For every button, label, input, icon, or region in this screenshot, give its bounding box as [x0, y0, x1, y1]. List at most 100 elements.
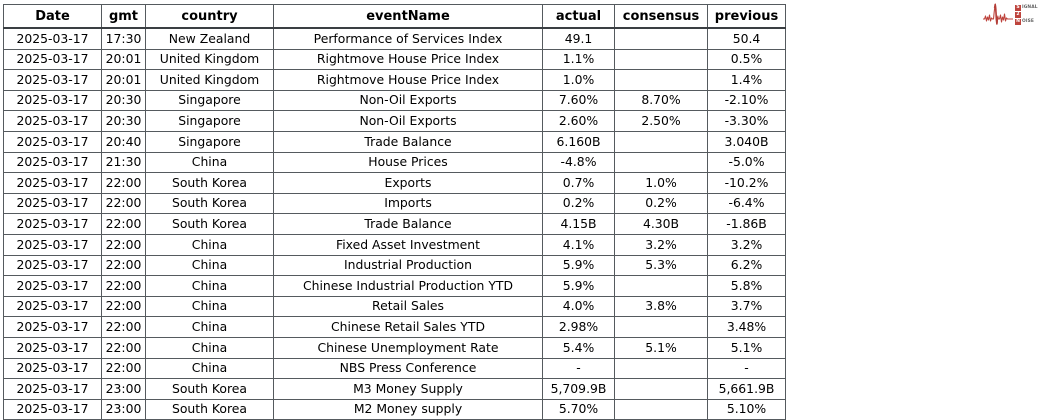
cell-previous: 3.7%: [707, 295, 786, 318]
cell-date: 2025-03-17: [3, 192, 102, 215]
cell-gmt: 22:00: [101, 172, 146, 194]
cell-consensus: [614, 398, 708, 420]
cell-previous: -1.86B: [707, 213, 786, 235]
cell-date: 2025-03-17: [3, 275, 102, 297]
cell-eventname: Trade Balance: [273, 130, 543, 153]
column-header-country: country: [145, 4, 274, 29]
cell-gmt: 20:40: [101, 130, 146, 153]
cell-actual: 5.9%: [542, 254, 615, 277]
table-row: 2025-03-17 23:00 South Korea M2 Money suppl…: [3, 398, 786, 420]
cell-consensus: 5.1%: [614, 336, 708, 359]
signal-to-noise-logo: S IGNAL 2 N OISE: [983, 2, 1038, 28]
logo-text-oise: OISE: [1022, 19, 1034, 24]
table-row: 2025-03-17 22:00 South Korea Imports 0.2% 0.2…: [3, 192, 786, 215]
cell-date: 2025-03-17: [3, 336, 102, 359]
cell-date: 2025-03-17: [3, 130, 102, 153]
cell-eventname: Fixed Asset Investment: [273, 233, 543, 256]
cell-eventname: M2 Money supply: [273, 398, 543, 420]
cell-country: China: [145, 254, 274, 277]
table-row: 2025-03-17 22:00 China Chinese Unemployment…: [3, 336, 786, 359]
cell-eventname: Performance of Services Index: [273, 27, 543, 50]
cell-previous: 6.2%: [707, 254, 786, 277]
cell-consensus: [614, 357, 708, 380]
column-header-date: Date: [3, 4, 102, 29]
cell-country: South Korea: [145, 172, 274, 194]
cell-consensus: 5.3%: [614, 254, 708, 277]
waveform-icon: [983, 3, 1013, 25]
table-header-row: Date gmt country eventName actual consen…: [3, 4, 786, 29]
cell-gmt: 17:30: [101, 27, 146, 50]
cell-eventname: Rightmove House Price Index: [273, 69, 543, 91]
cell-actual: -: [542, 357, 615, 380]
cell-country: United Kingdom: [145, 48, 274, 71]
cell-country: China: [145, 275, 274, 297]
cell-previous: 5.10%: [707, 398, 786, 420]
logo-badge-n: N: [1015, 19, 1021, 25]
economic-calendar-table-container: Date gmt country eventName actual consen…: [3, 4, 786, 420]
table-row: 2025-03-17 22:00 South Korea Exports 0.7% 1.0…: [3, 172, 786, 194]
cell-gmt: 22:00: [101, 192, 146, 215]
cell-eventname: Imports: [273, 192, 543, 215]
logo-line-signal: S IGNAL: [1015, 5, 1038, 12]
cell-country: South Korea: [145, 378, 274, 400]
cell-previous: 50.4: [707, 27, 786, 50]
table-row: 2025-03-17 22:00 China Fixed Asset Investme…: [3, 233, 786, 256]
cell-country: China: [145, 336, 274, 359]
table-row: 2025-03-17 22:00 China NBS Press Conference…: [3, 357, 786, 380]
cell-eventname: Chinese Retail Sales YTD: [273, 316, 543, 338]
cell-gmt: 20:01: [101, 48, 146, 71]
logo-wordmark: S IGNAL 2 N OISE: [1015, 5, 1038, 26]
cell-actual: 1.1%: [542, 48, 615, 71]
cell-actual: 7.60%: [542, 89, 615, 112]
cell-previous: 1.4%: [707, 69, 786, 91]
cell-consensus: [614, 130, 708, 153]
cell-country: United Kingdom: [145, 69, 274, 91]
cell-date: 2025-03-17: [3, 151, 102, 174]
cell-previous: 5.1%: [707, 336, 786, 359]
table-row: 2025-03-17 20:01 United Kingdom Rightmove H…: [3, 48, 786, 71]
cell-actual: 5.70%: [542, 398, 615, 420]
logo-badge-2: 2: [1015, 12, 1021, 18]
cell-consensus: [614, 275, 708, 297]
cell-consensus: 8.70%: [614, 89, 708, 112]
cell-date: 2025-03-17: [3, 89, 102, 112]
logo-badge-s: S: [1015, 5, 1021, 11]
cell-actual: 2.60%: [542, 110, 615, 132]
cell-actual: 6.160B: [542, 130, 615, 153]
cell-date: 2025-03-17: [3, 233, 102, 256]
cell-country: China: [145, 233, 274, 256]
cell-consensus: 3.2%: [614, 233, 708, 256]
table-row: 2025-03-17 20:30 Singapore Non-Oil Exports 2…: [3, 110, 786, 132]
table-row: 2025-03-17 22:00 China Chinese Retail Sales…: [3, 316, 786, 338]
cell-previous: 3.48%: [707, 316, 786, 338]
cell-date: 2025-03-17: [3, 398, 102, 420]
logo-line-noise: N OISE: [1015, 19, 1038, 26]
column-header-eventname: eventName: [273, 4, 543, 29]
cell-previous: -2.10%: [707, 89, 786, 112]
cell-gmt: 23:00: [101, 378, 146, 400]
cell-eventname: Non-Oil Exports: [273, 89, 543, 112]
cell-country: China: [145, 357, 274, 380]
cell-previous: -10.2%: [707, 172, 786, 194]
cell-eventname: Industrial Production: [273, 254, 543, 277]
cell-actual: 4.15B: [542, 213, 615, 235]
cell-country: South Korea: [145, 192, 274, 215]
table-row: 2025-03-17 20:01 United Kingdom Rightmove H…: [3, 69, 786, 91]
cell-consensus: [614, 27, 708, 50]
cell-gmt: 20:01: [101, 69, 146, 91]
cell-gmt: 22:00: [101, 213, 146, 235]
cell-consensus: [614, 378, 708, 400]
cell-country: South Korea: [145, 213, 274, 235]
cell-date: 2025-03-17: [3, 27, 102, 50]
cell-country: China: [145, 151, 274, 174]
table-row: 2025-03-17 21:30 China House Prices -4.8% -5.…: [3, 151, 786, 174]
cell-country: South Korea: [145, 398, 274, 420]
cell-gmt: 20:30: [101, 89, 146, 112]
table-row: 2025-03-17 17:30 New Zealand Performance of…: [3, 27, 786, 50]
cell-consensus: 2.50%: [614, 110, 708, 132]
cell-gmt: 22:00: [101, 233, 146, 256]
cell-gmt: 22:00: [101, 316, 146, 338]
column-header-actual: actual: [542, 4, 615, 29]
cell-consensus: 4.30B: [614, 213, 708, 235]
cell-country: New Zealand: [145, 27, 274, 50]
